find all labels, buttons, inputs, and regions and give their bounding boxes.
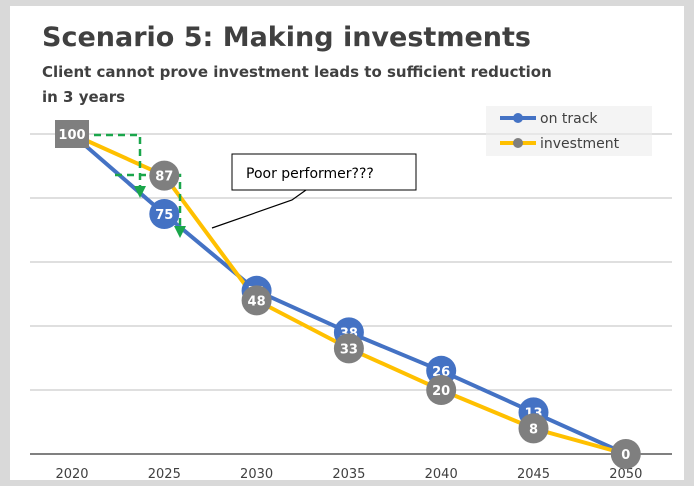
point-on-track-2025 (149, 199, 180, 229)
series-markers: 75513826131008748332080 (55, 120, 641, 469)
chart-area (10, 6, 684, 480)
investment-step-annotation (70, 133, 182, 233)
data-label-investment-2025: 87 (155, 170, 173, 185)
x-tick-label-2035: 2035 (332, 467, 365, 482)
legend-label-investment: investment (540, 136, 620, 152)
callout-leader-line (211, 189, 307, 229)
point-investment-2020 (55, 120, 89, 148)
point-investment-2050 (610, 439, 641, 469)
x-axis-ticks: 2020 2025 2030 2035 2040 2045 2050 (55, 467, 642, 482)
chart-title: Scenario 5: Making investments (42, 22, 531, 53)
callout: Poor performer??? (211, 153, 417, 229)
data-label-investment-2020: 100 (58, 128, 85, 143)
legend-swatch-on-track-marker (513, 113, 523, 123)
point-investment-2040 (426, 375, 457, 405)
x-tick-label-2020: 2020 (55, 467, 88, 482)
x-tick-label-2050: 2050 (609, 467, 642, 482)
step-path-lower (115, 173, 182, 233)
legend-box (486, 106, 652, 156)
x-tick-label-2040: 2040 (425, 467, 458, 482)
x-tick-label-2030: 2030 (240, 467, 273, 482)
x-tick-label-2025: 2025 (148, 467, 181, 482)
point-investment-2030 (241, 285, 272, 316)
point-investment-2025 (149, 160, 180, 191)
step-arrowhead-lower (174, 226, 186, 238)
legend: on track investment (486, 106, 652, 156)
x-tick-label-2045: 2045 (517, 467, 550, 482)
legend-swatch-investment-marker (513, 138, 523, 148)
point-investment-2035 (333, 333, 364, 364)
data-label-investment-2035: 33 (340, 342, 358, 357)
data-label-investment-2040: 20 (432, 384, 450, 399)
data-label-investment-2045: 8 (529, 422, 538, 437)
step-path-upper (70, 133, 142, 193)
chart-subtitle-line-2: in 3 years (42, 88, 125, 106)
step-arrowhead-upper (134, 186, 146, 198)
callout-text: Poor performer??? (246, 166, 374, 182)
data-label-investment-2050: 0 (621, 448, 630, 463)
point-investment-2045 (518, 413, 549, 444)
chart-subtitle-line-1: Client cannot prove investment leads to … (42, 63, 552, 81)
callout-box (231, 153, 417, 191)
legend-label-on-track: on track (540, 111, 598, 127)
data-label-investment-2030: 48 (248, 294, 266, 309)
data-label-on-track-2025: 75 (155, 208, 173, 223)
